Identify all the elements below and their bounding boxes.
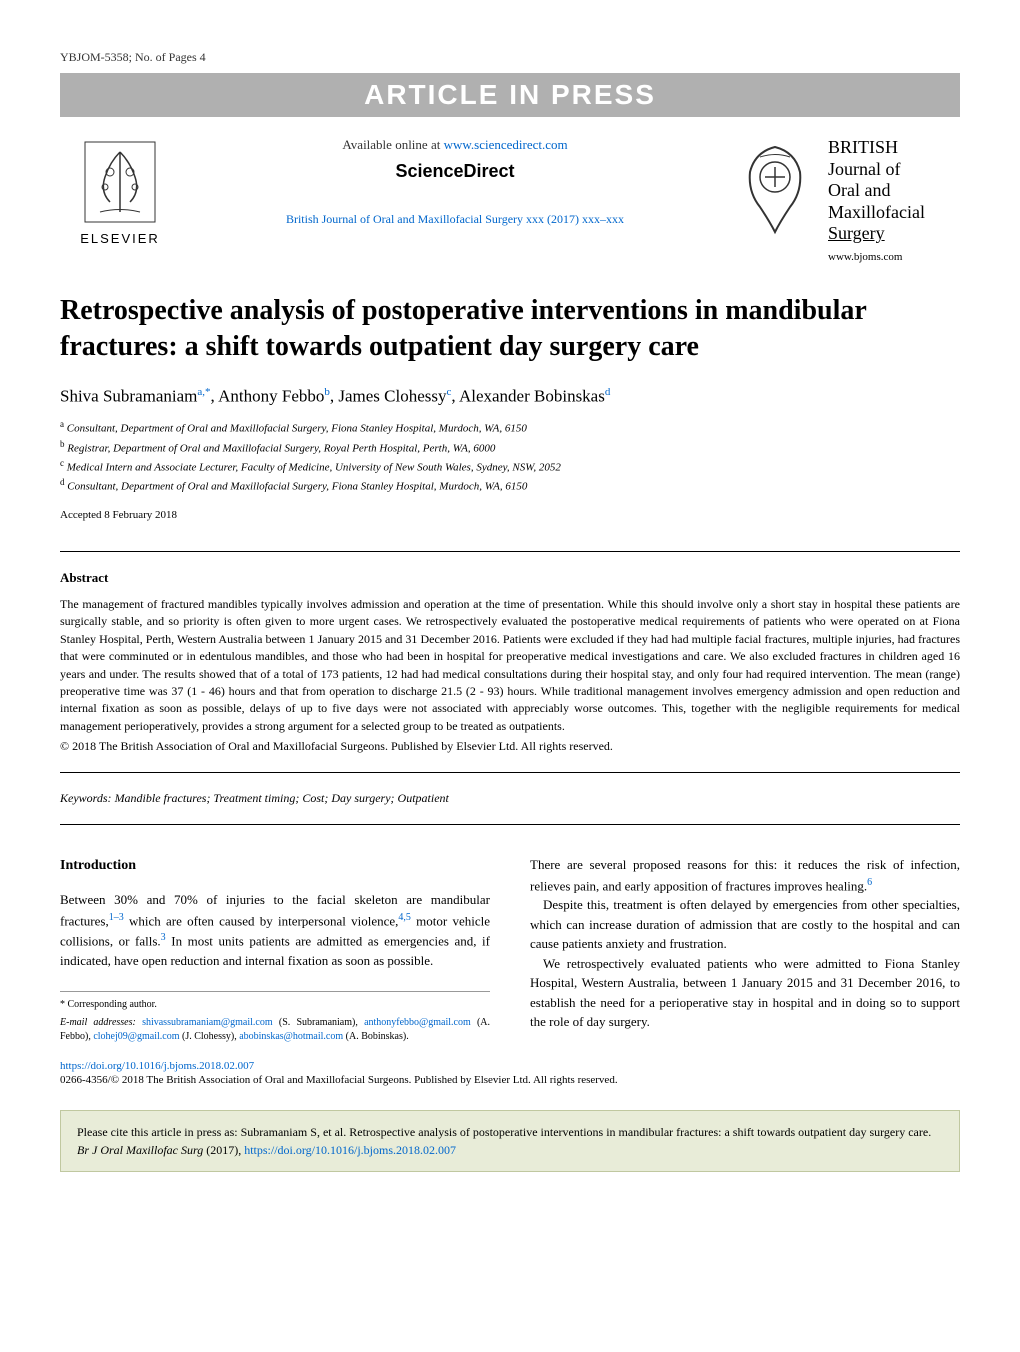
intro-p1-b: which are often caused by interpersonal …	[124, 913, 399, 928]
corresponding-author: * Corresponding author.	[60, 998, 490, 1012]
ref-1-3[interactable]: 1–3	[109, 912, 124, 923]
abstract-copyright: © 2018 The British Association of Oral a…	[60, 739, 960, 754]
intro-para-3: Despite this, treatment is often delayed…	[530, 895, 960, 954]
email-0-name: (S. Subramaniam)	[279, 1017, 355, 1028]
sciencedirect-logo: ScienceDirect	[200, 161, 710, 182]
authors: Shiva Subramaniama,*, Anthony Febbob, Ja…	[60, 386, 960, 407]
author-3-sup: d	[605, 386, 611, 398]
email-2-name: (J. Clohessy)	[182, 1031, 234, 1042]
abstract-text: The management of fractured mandibles ty…	[60, 596, 960, 735]
journal-title-1: BRITISH	[828, 137, 925, 159]
intro-para-1: Between 30% and 70% of injuries to the f…	[60, 890, 490, 971]
journal-title-4: Maxillofacial	[828, 202, 925, 224]
author-2-sup: c	[447, 386, 452, 398]
keywords-label: Keywords:	[60, 791, 112, 805]
divider-2	[60, 772, 960, 773]
available-online-text: Available online at	[342, 137, 443, 152]
journal-title-5: Surgery	[828, 223, 925, 245]
cite-text-1: Please cite this article in press as: Su…	[77, 1125, 931, 1139]
abstract-label: Abstract	[60, 570, 960, 586]
email-3-name: (A. Bobinskas)	[346, 1031, 407, 1042]
left-column: Introduction Between 30% and 70% of inju…	[60, 855, 490, 1044]
keywords: Keywords: Mandible fractures; Treatment …	[60, 791, 960, 806]
journal-title-block: BRITISH Journal of Oral and Maxillofacia…	[828, 137, 925, 263]
ref-4-5[interactable]: 4,5	[398, 912, 411, 923]
header-row: ELSEVIER Available online at www.science…	[60, 137, 960, 263]
journal-title-3: Oral and	[828, 180, 925, 202]
journal-block: BRITISH Journal of Oral and Maxillofacia…	[730, 137, 960, 263]
body-columns: Introduction Between 30% and 70% of inju…	[60, 855, 960, 1044]
available-online: Available online at www.sciencedirect.co…	[200, 137, 710, 153]
article-id: YBJOM-5358; No. of Pages 4	[60, 50, 960, 65]
footnotes: * Corresponding author. E-mail addresses…	[60, 991, 490, 1044]
right-column: There are several proposed reasons for t…	[530, 855, 960, 1044]
article-title: Retrospective analysis of postoperative …	[60, 293, 960, 366]
email-0[interactable]: shivassubramaniam@gmail.com	[142, 1017, 273, 1028]
author-1-sup: b	[324, 386, 330, 398]
cite-text-2: (2017),	[203, 1143, 244, 1157]
intro-para-4: We retrospectively evaluated patients wh…	[530, 954, 960, 1032]
intro-para-2: There are several proposed reasons for t…	[530, 855, 960, 895]
intro-p2-a: There are several proposed reasons for t…	[530, 857, 960, 893]
ref-6[interactable]: 6	[867, 877, 872, 888]
affil-0: Consultant, Department of Oral and Maxil…	[67, 423, 527, 435]
affil-3-sup: d	[60, 477, 65, 487]
journal-crest-logo	[730, 137, 820, 247]
bottom-copyright: 0266-4356/© 2018 The British Association…	[60, 1074, 960, 1086]
affil-1: Registrar, Department of Oral and Maxill…	[67, 442, 495, 454]
cite-journal: Br J Oral Maxillofac Surg	[77, 1143, 203, 1157]
email-2[interactable]: clohej09@gmail.com	[93, 1031, 179, 1042]
affil-2-sup: c	[60, 458, 64, 468]
accepted-date: Accepted 8 February 2018	[60, 509, 960, 521]
elsevier-block: ELSEVIER	[60, 137, 180, 246]
email-1[interactable]: anthonyfebbo@gmail.com	[364, 1017, 471, 1028]
journal-title-2: Journal of	[828, 159, 925, 181]
affil-2: Medical Intern and Associate Lecturer, F…	[67, 461, 561, 473]
affiliations: a Consultant, Department of Oral and Max…	[60, 418, 960, 495]
journal-url[interactable]: www.bjoms.com	[828, 251, 925, 263]
author-2: James Clohessy	[338, 386, 446, 405]
email-addresses: E-mail addresses: shivassubramaniam@gmai…	[60, 1016, 490, 1044]
keywords-text: Mandible fractures; Treatment timing; Co…	[115, 791, 449, 805]
affil-3: Consultant, Department of Oral and Maxil…	[67, 481, 527, 493]
center-header: Available online at www.sciencedirect.co…	[180, 137, 730, 227]
divider-3	[60, 824, 960, 825]
author-3: Alexander Bobinskas	[459, 386, 605, 405]
article-in-press-banner: ARTICLE IN PRESS	[60, 73, 960, 117]
journal-citation[interactable]: British Journal of Oral and Maxillofacia…	[200, 212, 710, 227]
elsevier-label: ELSEVIER	[80, 231, 160, 246]
email-label: E-mail addresses:	[60, 1017, 136, 1028]
doi-link[interactable]: https://doi.org/10.1016/j.bjoms.2018.02.…	[60, 1060, 254, 1072]
affil-0-sup: a	[60, 419, 64, 429]
author-0-sup: a,*	[197, 386, 210, 398]
affil-1-sup: b	[60, 439, 65, 449]
introduction-heading: Introduction	[60, 855, 490, 876]
divider-1	[60, 551, 960, 552]
cite-box: Please cite this article in press as: Su…	[60, 1110, 960, 1172]
author-1: Anthony Febbo	[218, 386, 324, 405]
elsevier-tree-logo	[80, 137, 160, 227]
author-0: Shiva Subramaniam	[60, 386, 197, 405]
cite-doi-link[interactable]: https://doi.org/10.1016/j.bjoms.2018.02.…	[244, 1143, 456, 1157]
email-3[interactable]: abobinskas@hotmail.com	[239, 1031, 343, 1042]
doi-block: https://doi.org/10.1016/j.bjoms.2018.02.…	[60, 1060, 960, 1072]
sciencedirect-link[interactable]: www.sciencedirect.com	[444, 137, 568, 152]
